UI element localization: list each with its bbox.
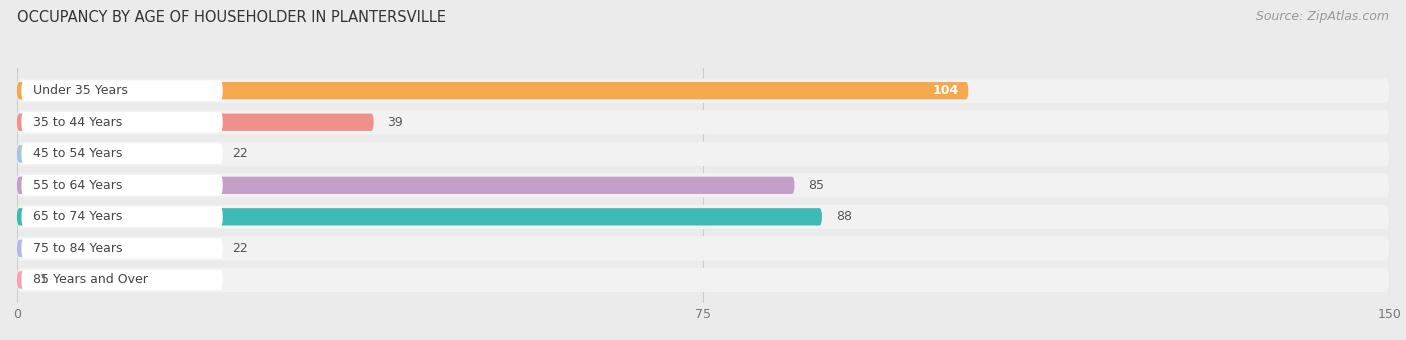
FancyBboxPatch shape [17, 173, 1389, 198]
FancyBboxPatch shape [21, 270, 222, 290]
FancyBboxPatch shape [17, 114, 374, 131]
FancyBboxPatch shape [17, 110, 1389, 134]
Text: Under 35 Years: Under 35 Years [34, 84, 128, 97]
FancyBboxPatch shape [17, 271, 27, 289]
Text: 35 to 44 Years: 35 to 44 Years [34, 116, 122, 129]
Text: 45 to 54 Years: 45 to 54 Years [34, 147, 122, 160]
Text: 88: 88 [835, 210, 852, 223]
FancyBboxPatch shape [21, 143, 222, 164]
FancyBboxPatch shape [21, 112, 222, 133]
FancyBboxPatch shape [21, 81, 222, 101]
Text: 1: 1 [39, 273, 48, 286]
Text: 75 to 84 Years: 75 to 84 Years [34, 242, 122, 255]
Text: OCCUPANCY BY AGE OF HOUSEHOLDER IN PLANTERSVILLE: OCCUPANCY BY AGE OF HOUSEHOLDER IN PLANT… [17, 10, 446, 25]
Text: Source: ZipAtlas.com: Source: ZipAtlas.com [1256, 10, 1389, 23]
FancyBboxPatch shape [17, 236, 1389, 260]
FancyBboxPatch shape [17, 176, 794, 194]
FancyBboxPatch shape [17, 79, 1389, 103]
FancyBboxPatch shape [17, 205, 1389, 229]
FancyBboxPatch shape [17, 82, 969, 99]
FancyBboxPatch shape [17, 142, 1389, 166]
FancyBboxPatch shape [17, 240, 218, 257]
FancyBboxPatch shape [21, 238, 222, 259]
FancyBboxPatch shape [21, 175, 222, 195]
Text: 104: 104 [934, 84, 959, 97]
Text: 65 to 74 Years: 65 to 74 Years [34, 210, 122, 223]
Text: 55 to 64 Years: 55 to 64 Years [34, 179, 122, 192]
FancyBboxPatch shape [17, 145, 218, 163]
FancyBboxPatch shape [21, 207, 222, 227]
FancyBboxPatch shape [17, 268, 1389, 292]
Text: 85 Years and Over: 85 Years and Over [34, 273, 148, 286]
Text: 39: 39 [388, 116, 404, 129]
Text: 22: 22 [232, 147, 247, 160]
FancyBboxPatch shape [17, 208, 823, 225]
Text: 85: 85 [808, 179, 824, 192]
Text: 22: 22 [232, 242, 247, 255]
